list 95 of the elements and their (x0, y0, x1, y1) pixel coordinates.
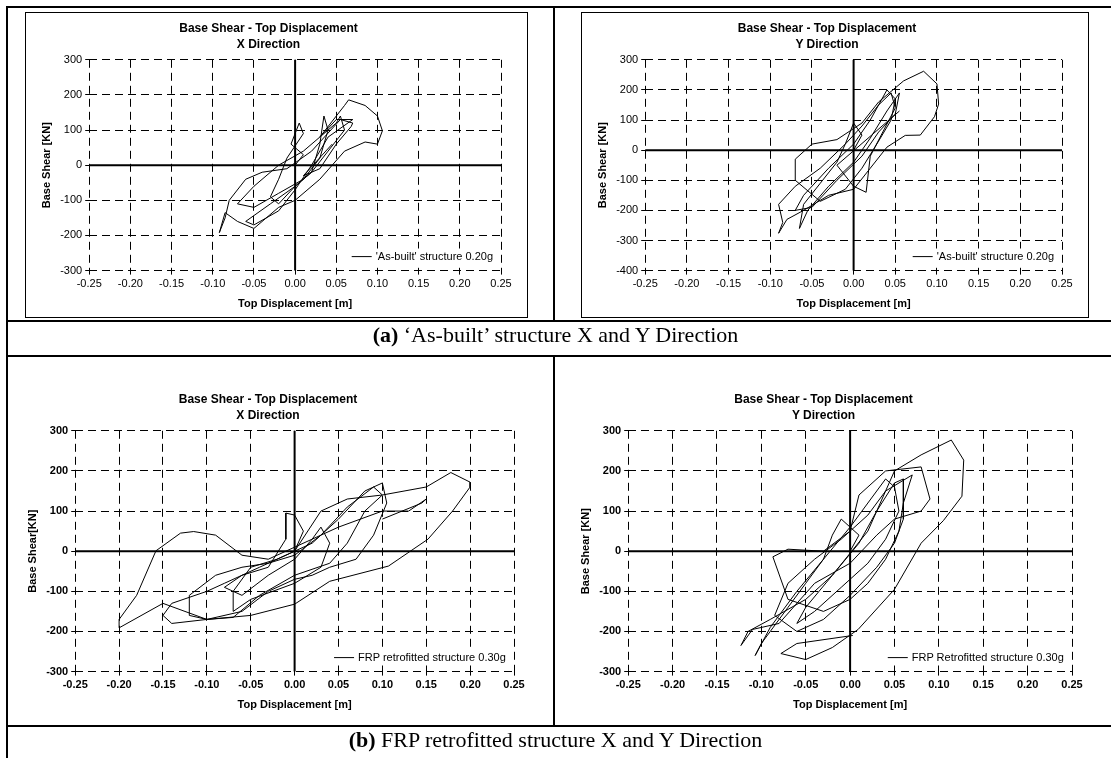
x-tick-label: -0.10 (757, 277, 783, 290)
x-axis-title: Top Displacement [m] (796, 297, 911, 310)
y-tick-label: 200 (49, 463, 69, 476)
x-tick-label: 0.20 (1016, 678, 1039, 691)
x-tick-label: 0.25 (503, 678, 525, 691)
y-tick-label: -300 (616, 233, 639, 246)
x-tick-label: 0.00 (839, 678, 861, 691)
y-tick-label: -100 (46, 584, 69, 597)
x-tick-label: 0.20 (459, 678, 481, 691)
x-tick-label: 0.10 (366, 277, 389, 290)
x-tick-label: -0.20 (660, 678, 686, 691)
x-tick-label: -0.25 (62, 678, 88, 691)
y-tick-label: 300 (602, 423, 622, 436)
chart-title: Base Shear - Top Displacement (737, 20, 917, 35)
x-tick-label: -0.25 (615, 678, 641, 691)
y-tick-label: -200 (599, 624, 622, 637)
x-tick-label: -0.25 (76, 277, 102, 290)
text: (a) ‘As-built’ structure X and Y Direction (372, 322, 739, 347)
y-tick-label: 300 (619, 52, 639, 65)
y-tick-label: -400 (616, 263, 639, 276)
y-tick-label: 300 (63, 52, 83, 65)
x-tick-label: 0.10 (926, 277, 948, 290)
chart-subtitle: X Direction (236, 407, 300, 422)
y-tick-label: 300 (49, 423, 69, 436)
legend-label: 'As-built' structure 0.20g (375, 249, 493, 262)
x-tick-label: -0.15 (159, 277, 185, 290)
chart-subtitle: Y Direction (795, 36, 859, 51)
y-axis-title: Base Shear [KN] (595, 121, 608, 209)
y-axis-title: Base Shear [KN] (578, 507, 591, 595)
y-tick-label: 200 (619, 82, 639, 95)
x-tick-label: -0.10 (200, 277, 226, 290)
chart-title: Base Shear - Top Displacement (178, 391, 358, 406)
y-tick-label: -100 (599, 584, 622, 597)
y-tick-label: 100 (602, 504, 622, 517)
x-tick-label: 0.05 (883, 678, 906, 691)
x-tick-label: 0.15 (407, 277, 430, 290)
legend-label: FRP Retrofitted structure 0.30g (911, 650, 1064, 663)
x-tick-label: 0.15 (415, 678, 437, 691)
x-tick-label: 0.25 (1061, 678, 1083, 691)
x-tick-label: -0.20 (106, 678, 132, 691)
y-axis-title: Base Shear [KN] (39, 121, 52, 209)
x-tick-label: 0.00 (842, 277, 865, 290)
chart-subtitle: Y Direction (791, 407, 856, 422)
legend-label: FRP retrofitted structure 0.30g (358, 650, 506, 663)
x-tick-label: 0.20 (1009, 277, 1032, 290)
x-tick-label: 0.15 (972, 678, 994, 691)
x-tick-label: -0.05 (793, 678, 819, 691)
x-tick-label: -0.25 (632, 277, 658, 290)
x-tick-label: -0.15 (150, 678, 176, 691)
y-tick-label: 0 (62, 544, 69, 557)
legend-label: 'As-built' structure 0.20g (936, 249, 1054, 262)
text: (b) FRP retrofitted structure X and Y Direction (348, 727, 763, 752)
x-tick-label: 0.00 (284, 277, 306, 290)
x-tick-label: 0.15 (967, 277, 990, 290)
x-tick-label: 0.10 (928, 678, 950, 691)
y-tick-label: -300 (60, 263, 83, 276)
y-tick-label: 100 (49, 504, 69, 517)
x-tick-label: -0.05 (241, 277, 267, 290)
y-tick-label: 0 (615, 544, 622, 557)
y-tick-label: 0 (76, 158, 83, 171)
chart-subtitle: X Direction (236, 36, 301, 51)
x-tick-label: 0.20 (449, 277, 471, 290)
x-tick-label: 0.10 (371, 678, 394, 691)
x-tick-label: -0.15 (704, 678, 730, 691)
y-tick-label: 100 (63, 123, 83, 136)
y-tick-label: -200 (60, 228, 83, 241)
x-tick-label: -0.05 (799, 277, 825, 290)
x-tick-label: -0.05 (238, 678, 264, 691)
x-tick-label: -0.10 (194, 678, 220, 691)
x-tick-label: -0.20 (674, 277, 700, 290)
y-tick-label: -300 (46, 664, 69, 677)
x-tick-label: 0.00 (283, 678, 306, 691)
y-tick-label: -100 (60, 193, 83, 206)
chart-title: Base Shear - Top Displacement (179, 20, 358, 35)
y-tick-label: -300 (599, 664, 622, 677)
x-tick-label: -0.10 (748, 678, 774, 691)
x-axis-title: Top Displacement [m] (237, 698, 352, 711)
x-tick-label: 0.05 (325, 277, 347, 290)
x-tick-label: -0.15 (716, 277, 742, 290)
x-tick-label: 0.05 (327, 678, 350, 691)
x-axis-title: Top Displacement [m] (793, 698, 908, 711)
x-tick-label: 0.05 (884, 277, 906, 290)
x-tick-label: -0.20 (117, 277, 143, 290)
x-axis-title: Top Displacement [m] (238, 297, 353, 310)
y-axis-title: Base Shear[KN] (25, 509, 38, 593)
y-tick-label: 100 (619, 113, 639, 126)
chart-title: Base Shear - Top Displacement (734, 391, 913, 406)
y-tick-label: 200 (602, 463, 622, 476)
y-tick-label: 200 (63, 87, 83, 100)
y-tick-label: 0 (632, 143, 639, 156)
y-tick-label: -200 (46, 624, 69, 637)
x-tick-label: 0.25 (1051, 277, 1073, 290)
x-tick-label: 0.25 (490, 277, 512, 290)
y-tick-label: -200 (616, 203, 639, 216)
y-tick-label: -100 (616, 173, 639, 186)
